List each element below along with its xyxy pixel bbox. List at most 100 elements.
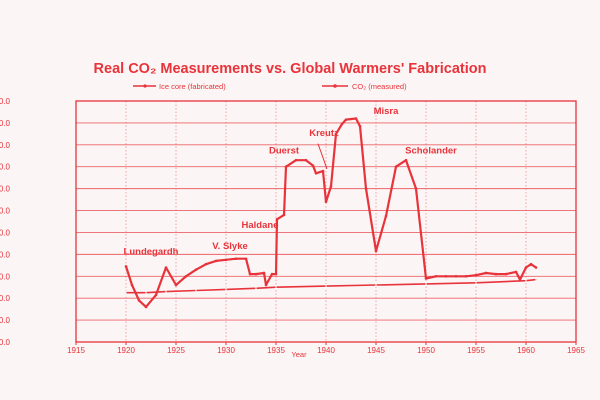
data-point-co2 xyxy=(262,271,266,275)
data-point-co2 xyxy=(275,218,279,221)
data-point-co2 xyxy=(329,185,333,188)
data-point-co2 xyxy=(518,278,522,281)
data-point-co2 xyxy=(282,213,286,217)
data-point-co2 xyxy=(529,262,533,266)
y-tick-label: 260.0 xyxy=(0,338,11,347)
data-point-co2 xyxy=(484,271,488,275)
annotation-label: Scholander xyxy=(405,146,457,157)
x-tick-label: 1930 xyxy=(217,346,235,355)
annotation-pointer xyxy=(317,143,328,170)
x-tick-label: 1955 xyxy=(467,346,485,355)
data-point-co2 xyxy=(340,122,344,126)
annotation-label: Haldane xyxy=(242,220,279,231)
plot-frame xyxy=(75,100,577,343)
data-point-co2 xyxy=(314,172,318,175)
legend-marker-co2 xyxy=(333,84,337,88)
y-tick-label: 280.0 xyxy=(0,316,11,325)
data-point-co2 xyxy=(137,299,141,302)
data-point-co2 xyxy=(294,158,298,162)
y-tick-label: 480.0 xyxy=(0,97,11,106)
data-point-co2 xyxy=(204,262,208,266)
axes xyxy=(75,100,577,345)
legend-label-co2: CO₂ (measured) xyxy=(352,82,407,91)
data-point-co2 xyxy=(164,266,168,269)
data-point-co2 xyxy=(194,268,198,272)
data-point-co2 xyxy=(248,272,252,276)
y-tick-label: 460.0 xyxy=(0,119,11,128)
legend-marker-ice-core xyxy=(143,84,147,88)
x-tick-label: 1915 xyxy=(67,346,85,355)
data-point-co2 xyxy=(154,293,158,297)
series-markers xyxy=(124,117,538,309)
data-point-co2 xyxy=(214,259,218,263)
data-point-co2 xyxy=(394,165,398,169)
data-point-co2 xyxy=(224,258,228,262)
data-point-co2 xyxy=(358,124,362,128)
legend-label-ice-core: Ice core (fabricated) xyxy=(159,82,226,91)
data-point-co2 xyxy=(174,283,178,287)
data-point-co2 xyxy=(321,169,325,173)
x-tick-label: 1925 xyxy=(167,346,185,355)
y-tick-label: 440.0 xyxy=(0,141,11,150)
data-point-co2 xyxy=(414,187,418,190)
data-point-co2 xyxy=(364,187,368,190)
data-point-co2 xyxy=(304,158,308,162)
data-point-co2 xyxy=(324,200,328,204)
data-point-co2 xyxy=(534,266,538,269)
x-tick-label: 1950 xyxy=(417,346,435,355)
data-point-co2 xyxy=(474,273,478,277)
legend: Ice core (fabricated) CO₂ (measured) xyxy=(133,82,407,91)
data-point-co2 xyxy=(354,117,358,120)
data-point-co2 xyxy=(464,274,468,278)
y-tick-label: 400.0 xyxy=(0,185,11,194)
tick-labels: 260.0 280.0 300.0 320.0 340.0 360.0 380.0 400.0… xyxy=(0,97,585,355)
data-point-co2 xyxy=(524,266,528,269)
x-tick-label: 1945 xyxy=(367,346,385,355)
annotation-label: Misra xyxy=(374,106,400,117)
x-tick-label: 1960 xyxy=(517,346,535,355)
data-point-co2 xyxy=(424,277,428,280)
y-tick-label: 420.0 xyxy=(0,163,11,172)
x-axis-label: Year xyxy=(291,350,307,359)
data-point-co2 xyxy=(124,265,128,268)
y-tick-label: 380.0 xyxy=(0,207,11,216)
data-point-co2 xyxy=(244,257,248,261)
data-point-co2 xyxy=(374,249,378,253)
data-point-co2 xyxy=(454,274,458,278)
data-point-co2 xyxy=(384,214,388,218)
x-tick-label: 1940 xyxy=(317,346,335,355)
x-tick-label: 1920 xyxy=(117,346,135,355)
y-tick-label: 320.0 xyxy=(0,272,11,281)
data-point-co2 xyxy=(404,158,408,162)
series-line-ice-core xyxy=(125,278,537,294)
y-tick-label: 340.0 xyxy=(0,250,11,259)
data-point-co2 xyxy=(144,305,148,309)
data-point-co2 xyxy=(284,165,288,169)
data-point-co2 xyxy=(184,274,188,278)
data-point-co2 xyxy=(234,257,238,261)
series-lines xyxy=(124,117,538,308)
x-tick-label: 1935 xyxy=(267,346,285,355)
annotation-label: Lundegardh xyxy=(124,246,179,257)
data-point-co2 xyxy=(504,272,508,276)
data-point-co2 xyxy=(434,274,438,278)
data-point-co2 xyxy=(274,272,278,276)
annotation-label: V. Slyke xyxy=(212,241,248,252)
annotation-label: Kreutz xyxy=(309,128,339,139)
annotations: Lundegardh V. Slyke Haldane Duerst Kreutz Mis… xyxy=(124,106,458,257)
data-point-co2 xyxy=(514,270,518,274)
data-point-co2 xyxy=(344,118,348,121)
series-line-co2 xyxy=(124,117,538,308)
chart-title: Real CO₂ Measurements vs. Global Warmers… xyxy=(94,61,487,77)
data-point-co2 xyxy=(264,283,268,287)
data-point-co2 xyxy=(494,272,498,276)
x-tick-label: 1965 xyxy=(567,346,585,355)
data-point-co2 xyxy=(254,272,258,276)
data-point-co2 xyxy=(444,274,448,278)
y-tick-label: 360.0 xyxy=(0,228,11,237)
annotation-label: Duerst xyxy=(269,146,300,157)
data-point-co2 xyxy=(130,283,134,287)
data-point-co2 xyxy=(311,164,315,167)
y-tick-label: 300.0 xyxy=(0,294,11,303)
